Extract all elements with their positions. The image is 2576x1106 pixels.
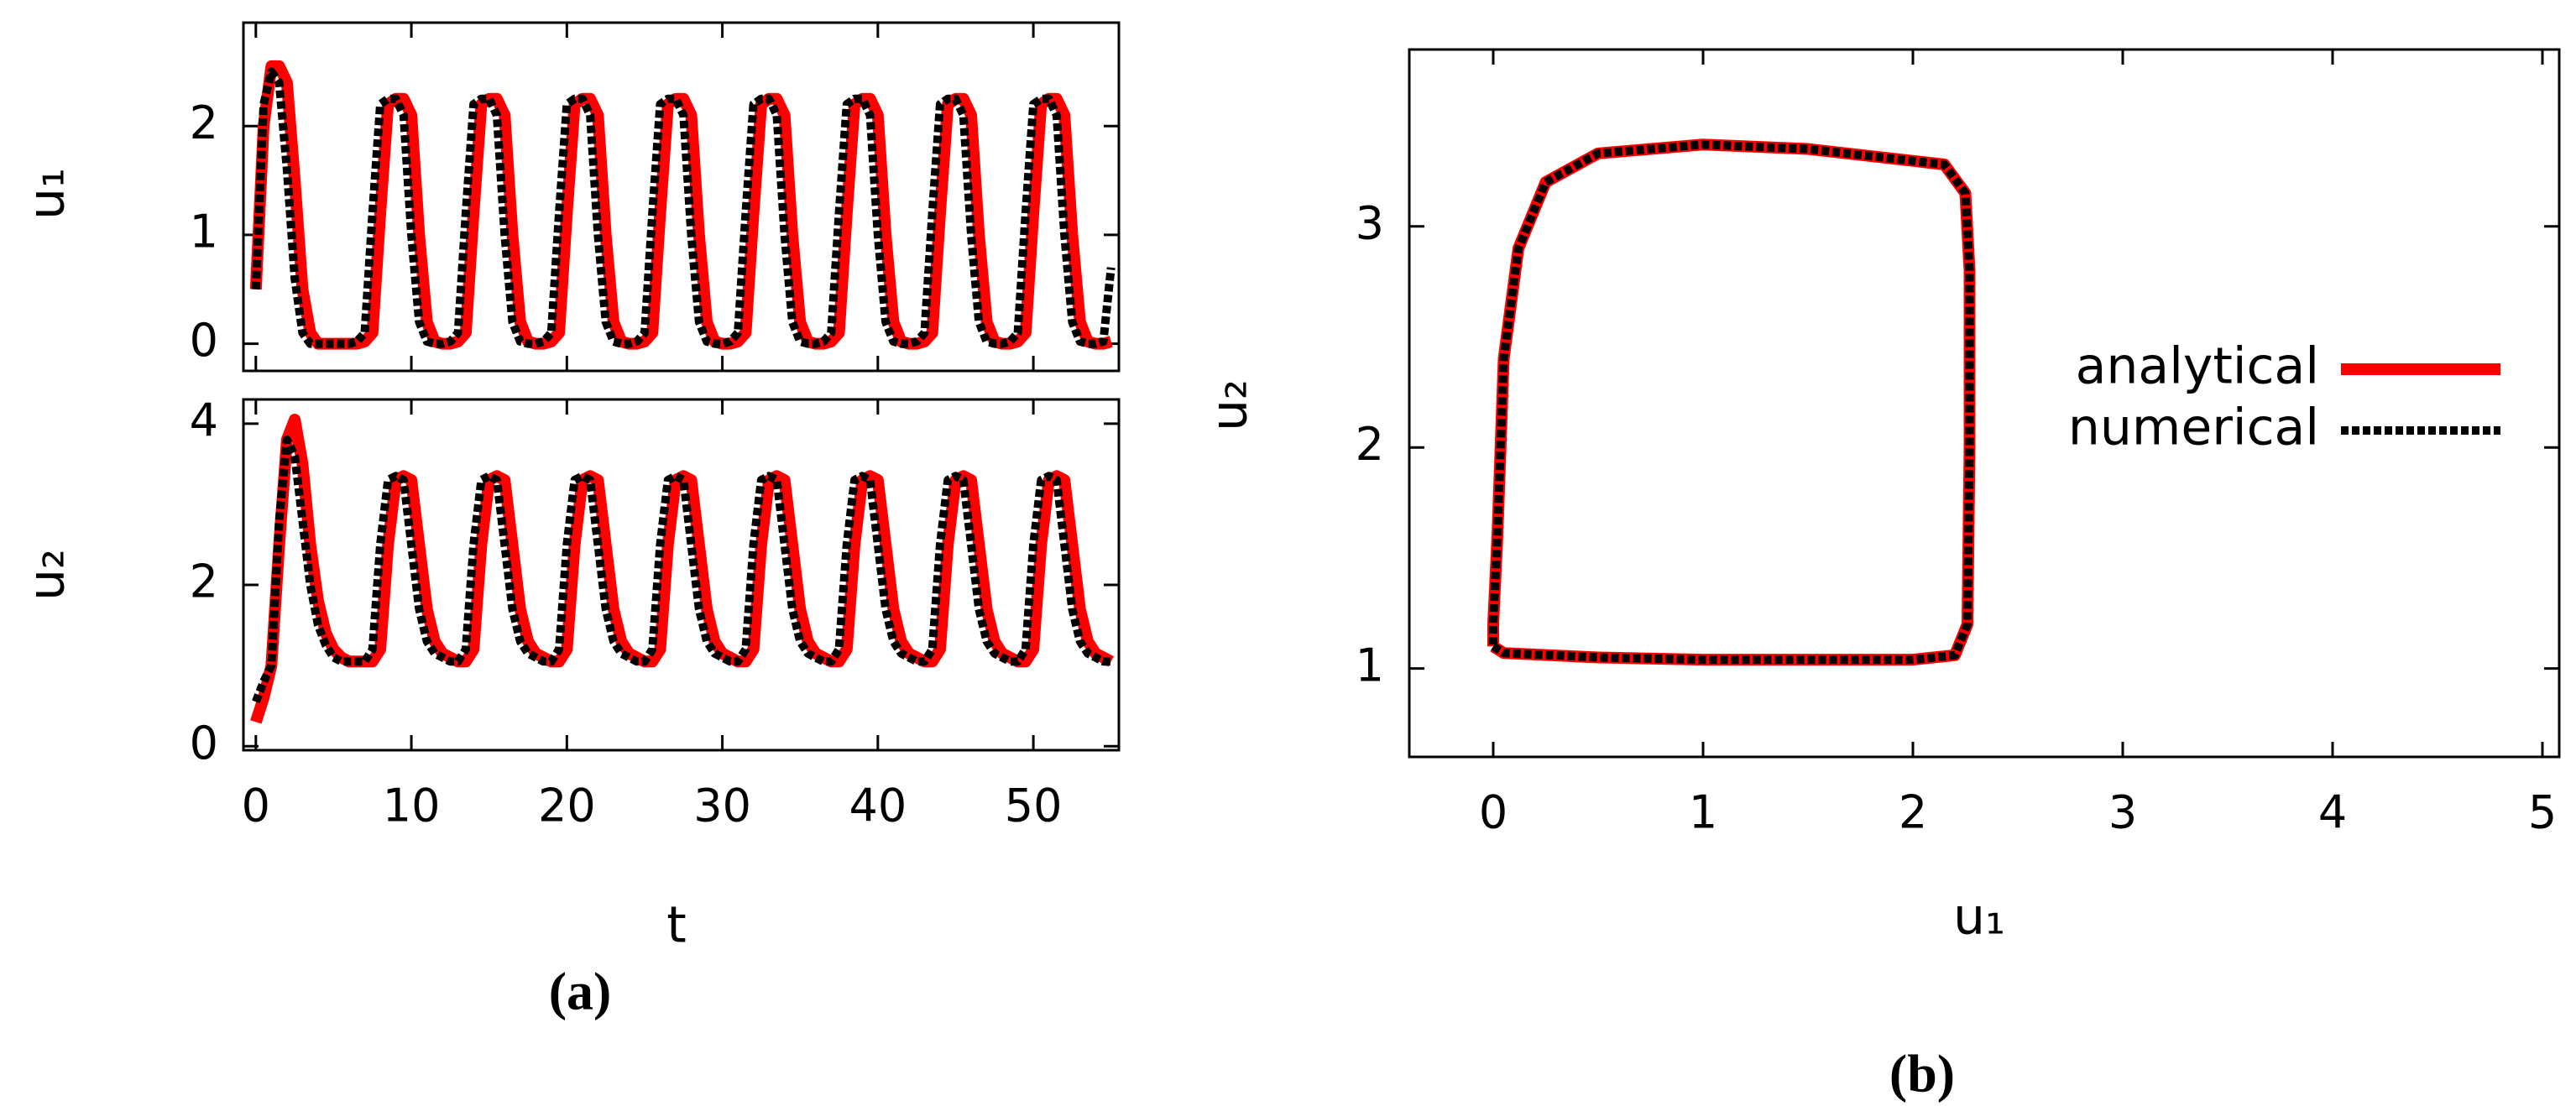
x-tick-label: 4 [2318, 786, 2347, 839]
y-tick-label: 2 [190, 97, 218, 149]
plot-area [250, 414, 1114, 724]
x-tick-label: 2 [1899, 786, 1927, 839]
data-line [1487, 138, 1976, 666]
x-tick-label: 50 [1005, 780, 1063, 832]
y-tick-label: 2 [190, 556, 218, 608]
y-axis-label: u₁ [18, 168, 76, 220]
y-tick-label: 0 [190, 314, 218, 367]
plot-frame [1408, 48, 2561, 759]
x-tick-label: 20 [538, 780, 596, 832]
data-line [1489, 140, 1974, 665]
data-line [250, 414, 1114, 724]
y-axis-label: u₂ [18, 549, 76, 601]
x-tick-label: 3 [2108, 786, 2137, 839]
x-axis-label: t [666, 896, 687, 955]
x-tick-label: 0 [1479, 786, 1507, 839]
caption: (b) [1889, 1044, 1955, 1103]
plot-frame [242, 398, 1121, 752]
data-line [251, 67, 1116, 348]
y-tick-label: 1 [1356, 639, 1384, 691]
y-axis-label: u₂ [1200, 379, 1259, 431]
plot-frame [242, 21, 1121, 373]
plot-area [249, 60, 1116, 350]
plot-area [1487, 138, 1976, 666]
y-tick-label: 4 [190, 394, 218, 446]
x-tick-label: 10 [383, 780, 441, 832]
y-tick-label: 2 [1356, 418, 1384, 471]
caption: (a) [549, 962, 612, 1021]
x-tick-label: 40 [849, 780, 907, 832]
y-tick-label: 3 [1356, 196, 1384, 249]
x-tick-label: 5 [2528, 786, 2557, 839]
x-tick-label: 1 [1689, 786, 1717, 839]
x-tick-label: 30 [693, 780, 751, 832]
x-axis-label: u₁ [1953, 888, 2005, 947]
legend-label: analytical [2076, 337, 2319, 396]
legend-label: numerical [2068, 399, 2319, 457]
x-tick-label: 0 [242, 780, 270, 832]
data-line [252, 436, 1111, 704]
y-tick-label: 1 [190, 206, 218, 258]
y-tick-label: 0 [190, 717, 218, 770]
